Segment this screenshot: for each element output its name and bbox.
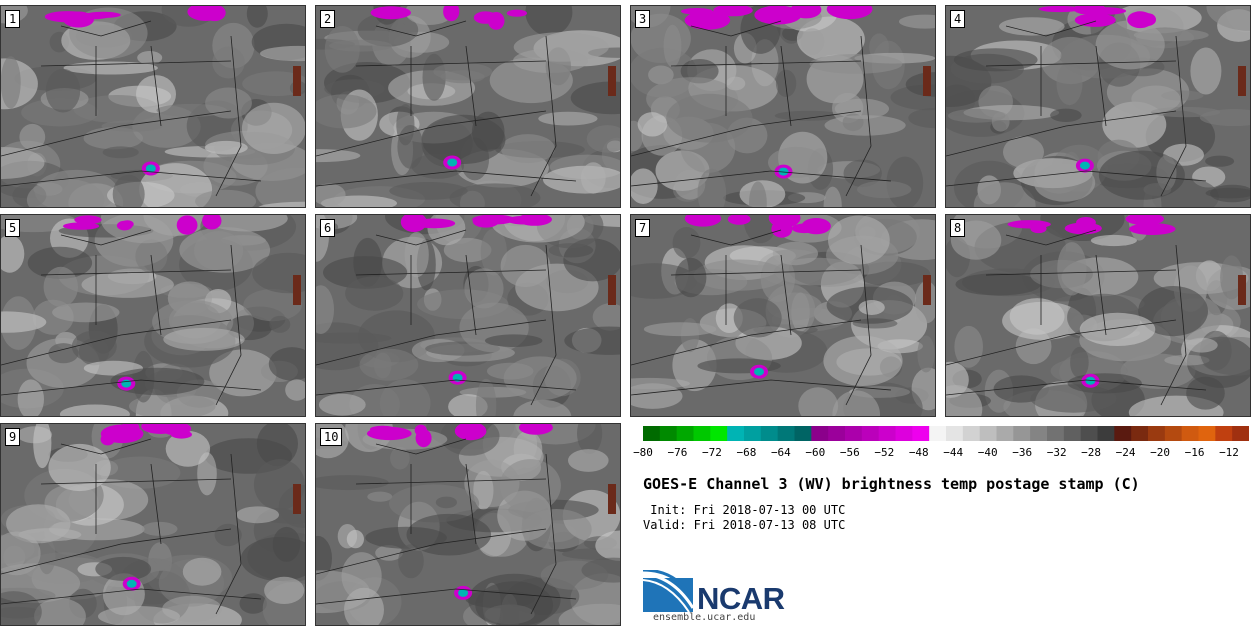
- wv-map-image: [316, 215, 620, 416]
- wv-map-image: [946, 215, 1250, 416]
- wv-map-image: [316, 424, 620, 625]
- ncar-logo-icon: [643, 570, 693, 612]
- panel-number: 7: [635, 219, 651, 237]
- ensemble-member-panel: 4: [945, 5, 1251, 208]
- colorbar-tick-label: −68: [736, 446, 757, 459]
- colorbar-swatch: [861, 426, 880, 441]
- colorbar-tick-label: −64: [770, 446, 791, 459]
- colorbar-swatch: [979, 426, 997, 441]
- colorbar-swatch: [1198, 426, 1216, 441]
- colorbar-swatch: [1030, 426, 1048, 441]
- colorbar-swatch: [1148, 426, 1166, 441]
- panel-number: 8: [950, 219, 966, 237]
- colorbar-swatch: [962, 426, 981, 441]
- colorbar-swatch: [1164, 426, 1183, 441]
- colorbar-swatch: [895, 426, 913, 441]
- colorbar-swatch: [811, 426, 829, 441]
- colorbar-swatch: [744, 426, 762, 441]
- colorbar-tick-label: −20: [1150, 446, 1170, 459]
- ensemble-member-panel: 6: [315, 214, 621, 417]
- colorbar-swatch: [794, 426, 812, 441]
- wv-map-image: [631, 6, 935, 207]
- wv-map-image: [946, 6, 1250, 207]
- colorbar-tick-label: −56: [839, 446, 860, 459]
- colorbar-tick-label: −16: [1184, 446, 1205, 459]
- colorbar-swatch: [1080, 426, 1098, 441]
- colorbar-tick-label: −40: [977, 446, 998, 459]
- colorbar-swatch: [710, 426, 728, 441]
- colorbar-swatch: [845, 426, 863, 441]
- colorbar-swatch: [693, 426, 711, 441]
- colorbar-tick-label: −72: [702, 446, 722, 459]
- panel-number: 2: [320, 10, 336, 28]
- wv-map-image: [631, 215, 935, 416]
- colorbar-tick-label: −44: [943, 446, 964, 459]
- ensemble-member-panel: 9: [0, 423, 306, 626]
- colorbar-swatch: [878, 426, 896, 441]
- colorbar-swatch: [1181, 426, 1199, 441]
- init-time: Init: Fri 2018-07-13 00 UTC: [643, 503, 846, 517]
- colorbar-swatch: [777, 426, 795, 441]
- panel-number: 10: [320, 428, 343, 446]
- colorbar-tick-label: −24: [1115, 446, 1136, 459]
- colorbar-swatch: [912, 426, 930, 441]
- site-url: ensemble.ucar.edu: [653, 612, 756, 623]
- panel-number: 6: [320, 219, 336, 237]
- wv-map-image: [1, 6, 305, 207]
- colorbar-tick-label: −80: [633, 446, 653, 459]
- colorbar-swatch: [1215, 426, 1233, 441]
- ensemble-member-panel: 7: [630, 214, 936, 417]
- ensemble-member-panel: 10: [315, 423, 621, 626]
- colorbar-tick-label: −36: [1012, 446, 1033, 459]
- colorbar-swatch: [828, 426, 846, 441]
- colorbar-tick-label: −28: [1081, 446, 1102, 459]
- panel-number: 1: [5, 10, 21, 28]
- colorbar-swatch: [659, 426, 678, 441]
- wv-map-image: [316, 6, 620, 207]
- panel-number: 3: [635, 10, 651, 28]
- colorbar-swatch: [1097, 426, 1115, 441]
- ensemble-member-panel: 1: [0, 5, 306, 208]
- colorbar-tick-label: −52: [874, 446, 895, 459]
- colorbar-swatch: [929, 426, 947, 441]
- colorbar-swatch: [946, 426, 964, 441]
- ensemble-member-panel: 8: [945, 214, 1251, 417]
- colorbar-swatch: [1063, 426, 1082, 441]
- colorbar-tick-label: −12: [1219, 446, 1239, 459]
- valid-time: Valid: Fri 2018-07-13 08 UTC: [643, 518, 846, 532]
- colorbar-tick-label: −60: [805, 446, 826, 459]
- panel-number: 9: [5, 428, 21, 446]
- wv-map-image: [1, 424, 305, 625]
- colorbar-swatch: [1013, 426, 1031, 441]
- wv-map-image: [1, 215, 305, 416]
- ensemble-member-panel: 3: [630, 5, 936, 208]
- colorbar-swatch: [1047, 426, 1065, 441]
- colorbar-tick-label: −76: [667, 446, 688, 459]
- colorbar-tick-label: −32: [1046, 446, 1067, 459]
- panel-number: 4: [950, 10, 966, 28]
- colorbar-swatch: [1114, 426, 1132, 441]
- ensemble-member-panel: 5: [0, 214, 306, 417]
- ensemble-member-panel: 2: [315, 5, 621, 208]
- colorbar-swatch: [1232, 426, 1249, 441]
- colorbar: [643, 426, 1249, 441]
- colorbar-swatch: [676, 426, 694, 441]
- colorbar-swatch: [1131, 426, 1149, 441]
- colorbar-swatch: [996, 426, 1014, 441]
- colorbar-swatch: [727, 426, 745, 441]
- panel-number: 5: [5, 219, 21, 237]
- ncar-logo-text: NCAR: [697, 581, 785, 616]
- colorbar-swatch: [760, 426, 779, 441]
- figure-title: GOES-E Channel 3 (WV) brightness temp po…: [643, 475, 1140, 493]
- colorbar-swatch: [643, 426, 661, 441]
- colorbar-tick-label: −48: [908, 446, 929, 459]
